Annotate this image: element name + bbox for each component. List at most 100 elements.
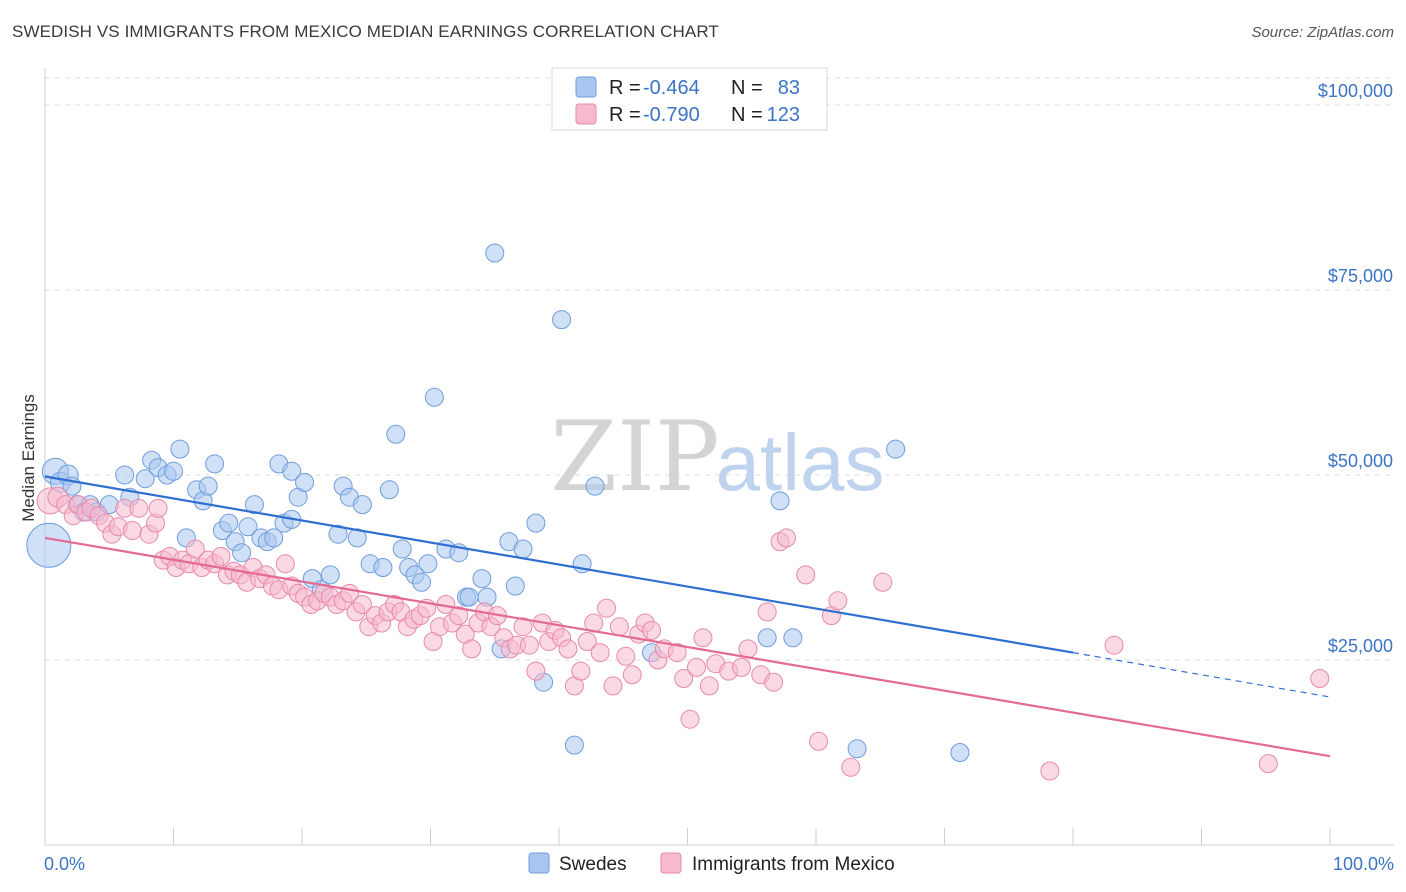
mexico-point: [558, 639, 578, 659]
legend-box: [551, 67, 828, 131]
x-tick-label-max: 100.0%: [1333, 854, 1394, 874]
mexico-point: [699, 676, 719, 696]
mexico-point: [731, 657, 751, 677]
swedes-point: [352, 495, 372, 515]
swedes-point: [564, 735, 584, 755]
swedes-point: [886, 439, 906, 459]
swedes-point: [205, 454, 225, 474]
mexico-point: [577, 632, 597, 651]
mexico-point: [680, 709, 700, 729]
swedes-trend-line: [44, 475, 1074, 654]
mexico-point: [571, 661, 591, 681]
swedes-point: [164, 461, 183, 481]
axes: [44, 68, 1394, 846]
legend-swatch-mexico: [575, 103, 597, 125]
mexico-point: [129, 498, 149, 518]
mexico-point: [674, 669, 694, 688]
legend-r-label-swedes: R =: [609, 77, 641, 99]
swedes-point: [424, 387, 444, 407]
swedes-point: [392, 539, 412, 559]
swedes-point: [783, 628, 803, 648]
mexico-point: [764, 672, 784, 692]
mexico-point: [122, 521, 142, 540]
y-tick-label: $75,000: [1328, 266, 1393, 286]
mexico-point: [590, 643, 610, 663]
mexico-point: [597, 598, 617, 618]
mexico-point: [622, 665, 642, 685]
swedes-point: [244, 495, 264, 515]
mexico-point: [185, 539, 205, 559]
mexico-trend-line: [44, 536, 1331, 758]
mexico-point: [462, 639, 482, 659]
mexico-point: [873, 572, 893, 592]
source-note: Source: ZipAtlas.com: [1251, 24, 1394, 41]
legend: R = -0.464 N = 83 R = -0.790 N = 123: [551, 67, 828, 131]
swedes-point: [379, 480, 399, 500]
bottom-legend-swatch-mexico: [660, 852, 682, 874]
legend-n-value-swedes: 83: [778, 77, 800, 99]
swedes-point: [485, 243, 505, 263]
mexico-points: [36, 486, 1330, 781]
y-tick-label: $25,000: [1328, 636, 1393, 656]
swedes-point: [170, 439, 190, 459]
mexico-point: [275, 554, 295, 574]
swedes-point: [386, 424, 406, 444]
x-tick-label-min: 0.0%: [44, 854, 85, 874]
swedes-point: [757, 628, 777, 648]
swedes-point: [328, 524, 348, 544]
mexico-point: [841, 757, 861, 777]
swedes-point: [198, 476, 218, 496]
swedes-trend-extension: [1072, 652, 1331, 698]
watermark-zip: ZIP: [550, 401, 719, 513]
swedes-point: [950, 743, 970, 762]
swedes-point: [552, 310, 572, 330]
legend-r-value-swedes: -0.464: [643, 77, 700, 99]
mexico-point: [776, 528, 796, 548]
legend-r-label-mexico: R =: [609, 104, 641, 126]
mexico-point: [1104, 635, 1124, 655]
y-axis-label: Median Earnings: [19, 394, 38, 522]
swedes-point: [264, 528, 284, 548]
swedes-point: [526, 513, 546, 533]
swedes-point: [115, 465, 135, 485]
bottom-legend-label-swedes: Swedes: [559, 854, 627, 875]
swedes-point: [459, 587, 479, 607]
swedes-point: [26, 522, 72, 568]
mexico-point: [686, 657, 706, 677]
mexico-point: [519, 635, 539, 655]
swedes-point: [472, 569, 492, 589]
mexico-point: [1258, 754, 1278, 774]
mexico-point: [796, 565, 816, 585]
swedes-point: [585, 476, 605, 496]
legend-r-value-mexico: -0.790: [643, 104, 700, 126]
swedes-point: [513, 539, 533, 559]
chart-title: SWEDISH VS IMMIGRANTS FROM MEXICO MEDIAN…: [12, 22, 719, 41]
swedes-point: [505, 576, 525, 596]
x-ticks: [44, 828, 1331, 845]
legend-n-label-mexico: N =: [731, 104, 763, 126]
mexico-point: [667, 643, 687, 663]
swedes-points: [26, 243, 970, 762]
legend-n-label-swedes: N =: [731, 77, 763, 99]
bottom-legend-label-mexico: Immigrants from Mexico: [692, 854, 895, 875]
bottom-legend: Swedes Immigrants from Mexico: [528, 852, 895, 875]
mexico-point: [1310, 669, 1330, 688]
y-tick-label: $100,000: [1318, 81, 1393, 101]
mexico-point: [526, 661, 546, 681]
swedes-point: [135, 469, 155, 489]
mexico-point: [693, 628, 713, 648]
legend-n-value-mexico: 123: [767, 104, 800, 126]
swedes-point: [238, 517, 258, 537]
swedes-point: [295, 472, 315, 492]
trend-lines: [44, 475, 1331, 758]
mexico-point: [352, 595, 372, 614]
y-tick-labels: $25,000 $50,000 $75,000 $100,000: [1318, 81, 1393, 656]
swedes-point: [282, 461, 302, 481]
mexico-point: [828, 591, 848, 611]
swedes-point: [219, 513, 239, 533]
swedes-point: [412, 572, 432, 592]
mexico-point: [211, 546, 231, 566]
mexico-point: [757, 602, 777, 622]
mexico-point: [642, 620, 662, 640]
